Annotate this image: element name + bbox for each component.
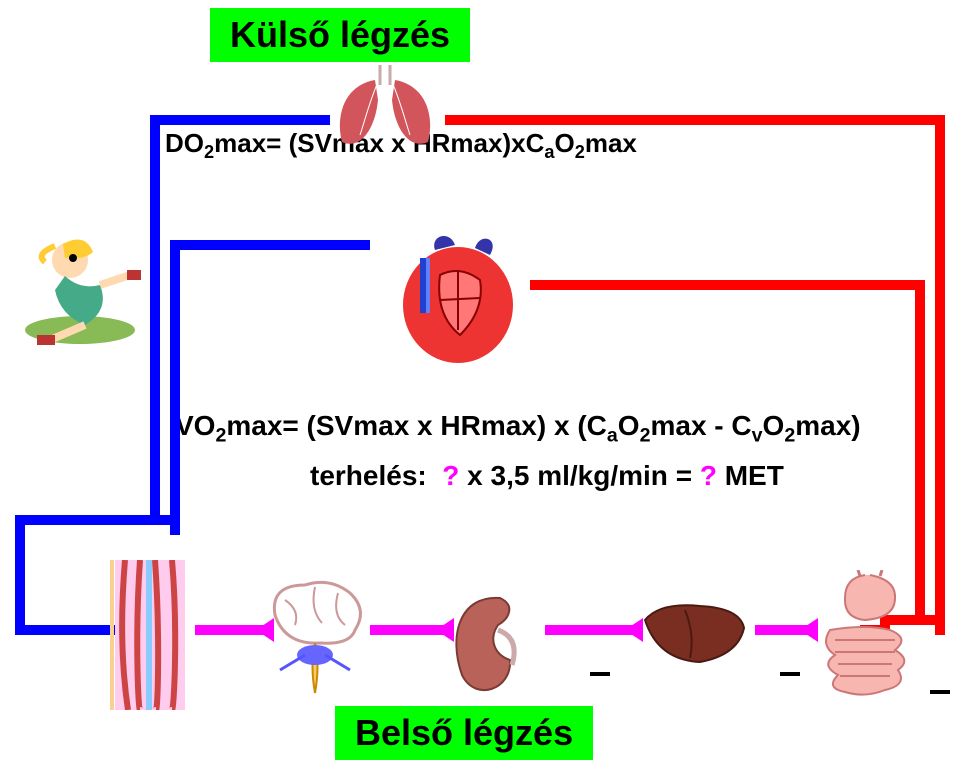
blue-flow-segment	[170, 240, 180, 525]
red-flow-segment	[530, 280, 915, 290]
red-flow-segment	[915, 280, 925, 615]
accent-dash	[780, 672, 800, 676]
runner-icon	[15, 230, 145, 350]
accent-dash	[930, 690, 950, 694]
red-flow-segment	[935, 115, 945, 635]
banner-external-respiration: Külső légzés	[210, 8, 470, 62]
blue-flow-segment	[170, 525, 180, 535]
blue-flow-segment	[150, 115, 330, 125]
banner-internal-respiration: Belső légzés	[335, 706, 593, 760]
lungs-icon	[330, 60, 440, 150]
blue-flow-segment	[15, 515, 170, 525]
blue-flow-segment	[150, 115, 160, 525]
formula-load-met: terhelés: ? x 3,5 ml/kg/min = ? MET	[310, 460, 784, 492]
blue-flow-segment	[170, 240, 370, 250]
brain-icon	[260, 575, 370, 695]
liver-icon	[640, 600, 750, 670]
formula-vo2max: VO2max= (SVmax x HRmax) x (CaO2max - CvO…	[175, 410, 861, 448]
blue-flow-segment	[15, 515, 25, 635]
mag-flow-segment	[370, 625, 445, 635]
heart-icon	[380, 220, 530, 370]
kidney-icon	[440, 590, 530, 700]
mag-flow-segment	[545, 625, 635, 635]
accent-dash	[590, 672, 610, 676]
red-flow-segment	[445, 115, 945, 125]
mag-flow-segment	[195, 625, 265, 635]
muscle-icon	[110, 560, 190, 710]
gut-icon	[810, 570, 920, 700]
